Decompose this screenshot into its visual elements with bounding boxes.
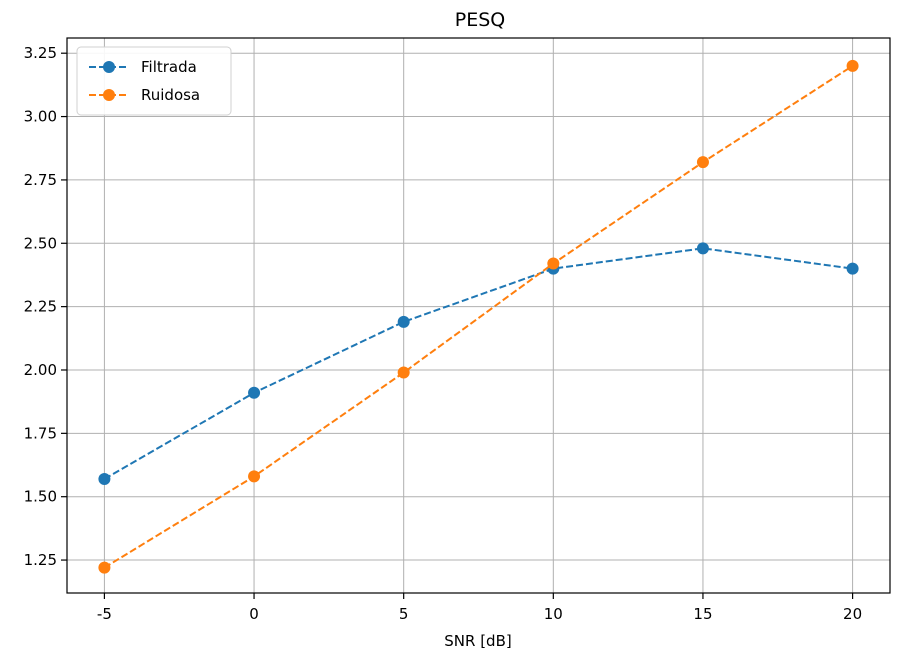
chart-title: PESQ [455, 9, 505, 31]
y-tick-label: 3.00 [24, 108, 57, 126]
y-tick-label: 2.25 [24, 298, 57, 316]
data-point-filtrada [397, 315, 410, 328]
y-tick-label: 2.75 [24, 171, 57, 189]
x-tick-label: 10 [544, 605, 563, 623]
data-point-filtrada [248, 386, 261, 399]
grid [67, 38, 890, 593]
series-layer [98, 59, 859, 574]
y-tick-label: 1.75 [24, 424, 57, 442]
x-tick-label: 5 [399, 605, 409, 623]
series-line-filtrada [103, 247, 853, 480]
x-tick-label: 0 [249, 605, 259, 623]
data-point-ruidosa [696, 156, 709, 169]
y-tick-label: 2.00 [24, 361, 57, 379]
series-line-ruidosa [103, 65, 854, 569]
data-point-ruidosa [846, 59, 859, 72]
legend-marker-ruidosa [103, 89, 115, 101]
axis-ticks: -5 0 5 10 15 20 1.25 1.50 1.75 2.00 2.25 2.50 2.75 3.… [24, 44, 863, 623]
x-tick-label: 15 [693, 605, 712, 623]
legend-label-ruidosa: Ruidosa [141, 86, 200, 104]
data-point-ruidosa [397, 366, 410, 379]
y-tick-label: 1.50 [24, 488, 57, 506]
x-axis-label: SNR [dB] [444, 632, 511, 650]
data-point-ruidosa [98, 561, 111, 574]
data-point-ruidosa [248, 470, 261, 483]
legend-box [76, 46, 232, 116]
data-point-filtrada [696, 242, 709, 255]
legend-label-filtrada: Filtrada [141, 58, 197, 76]
data-point-filtrada [98, 472, 111, 485]
y-tick-label: 3.25 [24, 44, 57, 62]
y-tick-label: 1.25 [24, 551, 57, 569]
x-tick-label: 20 [843, 605, 862, 623]
y-tick-label: 2.50 [24, 234, 57, 252]
plot-area-frame [66, 37, 891, 594]
data-point-filtrada [846, 262, 859, 275]
legend-marker-filtrada [103, 61, 115, 73]
x-tick-label: -5 [97, 605, 112, 623]
legend: Filtrada Ruidosa [76, 46, 232, 116]
data-point-ruidosa [547, 257, 560, 270]
